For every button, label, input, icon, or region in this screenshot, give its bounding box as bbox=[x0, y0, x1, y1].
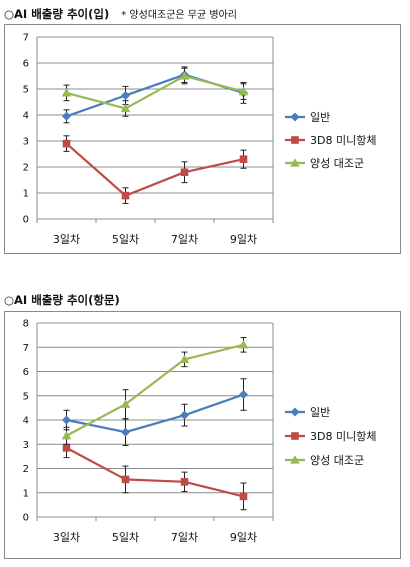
y-tick-label: 6 bbox=[23, 59, 29, 70]
x-tick-label: 5일차 bbox=[112, 232, 139, 246]
y-tick-label: 6 bbox=[23, 367, 29, 378]
data-point bbox=[62, 444, 71, 452]
legend-marker bbox=[290, 158, 300, 167]
legend-marker bbox=[290, 112, 300, 122]
data-point bbox=[62, 139, 71, 148]
series-line bbox=[66, 73, 244, 118]
data-point bbox=[121, 191, 130, 200]
y-tick-label: 1 bbox=[23, 488, 29, 499]
legend-label: 양성 대조군 bbox=[310, 157, 364, 170]
bottom-chart-title: ○AI 배출량 추이(항문) bbox=[4, 293, 120, 307]
data-point bbox=[61, 430, 72, 440]
y-tick-label: 4 bbox=[23, 111, 29, 122]
y-tick-label: 0 bbox=[23, 513, 29, 524]
legend-label: 3D8 미니항체 bbox=[310, 430, 376, 443]
data-point bbox=[120, 103, 131, 113]
series-group bbox=[61, 67, 249, 117]
y-tick-label: 3 bbox=[23, 440, 29, 451]
x-tick-label: 3일차 bbox=[53, 530, 80, 544]
data-point bbox=[239, 390, 248, 400]
legend-marker bbox=[290, 407, 300, 417]
y-tick-label: 5 bbox=[23, 391, 29, 402]
data-point bbox=[121, 91, 130, 100]
top-chart-note: * 양성대조군은 무균 병아리 bbox=[121, 10, 237, 21]
legend-label: 양성 대조군 bbox=[310, 454, 364, 467]
data-point bbox=[180, 168, 189, 176]
y-tick-label: 1 bbox=[23, 189, 29, 200]
data-point bbox=[238, 86, 249, 96]
series-group bbox=[62, 437, 248, 511]
data-point bbox=[180, 478, 189, 486]
legend-label: 3D8 미니항체 bbox=[310, 134, 376, 147]
data-point bbox=[239, 492, 248, 501]
top-chart-caption: ○AI 배출량 추이(입) * 양성대조군은 무균 병아리 bbox=[4, 6, 237, 22]
y-tick-label: 7 bbox=[23, 343, 29, 354]
top-chart-title: ○AI 배출량 추이(입) bbox=[4, 7, 110, 21]
data-point bbox=[62, 111, 71, 121]
y-tick-label: 2 bbox=[23, 163, 29, 174]
legend-label: 일반 bbox=[310, 110, 330, 124]
data-point bbox=[121, 427, 130, 437]
x-tick-label: 3일차 bbox=[53, 232, 80, 246]
data-point bbox=[121, 475, 130, 484]
y-tick-label: 7 bbox=[23, 33, 29, 44]
y-tick-label: 4 bbox=[23, 416, 29, 427]
legend-label: 일반 bbox=[310, 405, 330, 419]
x-tick-label: 7일차 bbox=[171, 232, 198, 246]
data-point bbox=[238, 340, 249, 349]
series-line bbox=[66, 393, 244, 434]
y-tick-label: 0 bbox=[23, 215, 29, 226]
series-group bbox=[62, 66, 248, 124]
x-tick-label: 9일차 bbox=[230, 530, 257, 544]
series-group bbox=[61, 337, 249, 445]
bottom-chart-caption: ○AI 배출량 추이(항문) bbox=[4, 292, 120, 308]
series-line bbox=[65, 446, 244, 498]
y-tick-label: 2 bbox=[23, 464, 29, 475]
y-tick-label: 3 bbox=[23, 137, 29, 148]
data-point bbox=[180, 410, 189, 420]
data-point bbox=[120, 399, 131, 408]
data-point bbox=[239, 155, 248, 163]
series-group bbox=[62, 378, 248, 446]
series-line bbox=[65, 142, 244, 197]
legend-marker bbox=[291, 432, 299, 440]
series-group bbox=[62, 135, 248, 204]
data-point bbox=[179, 354, 190, 363]
data-point bbox=[62, 415, 71, 425]
y-tick-label: 8 bbox=[23, 319, 29, 330]
series-line bbox=[65, 343, 244, 437]
x-tick-label: 9일차 bbox=[230, 232, 257, 246]
series-line bbox=[66, 74, 244, 110]
x-tick-label: 7일차 bbox=[171, 530, 198, 544]
data-point bbox=[61, 88, 72, 97]
legend-marker bbox=[290, 455, 300, 464]
legend-marker bbox=[291, 136, 299, 144]
y-tick-label: 5 bbox=[23, 85, 29, 96]
data-point bbox=[179, 71, 190, 80]
x-tick-label: 5일차 bbox=[112, 530, 139, 544]
